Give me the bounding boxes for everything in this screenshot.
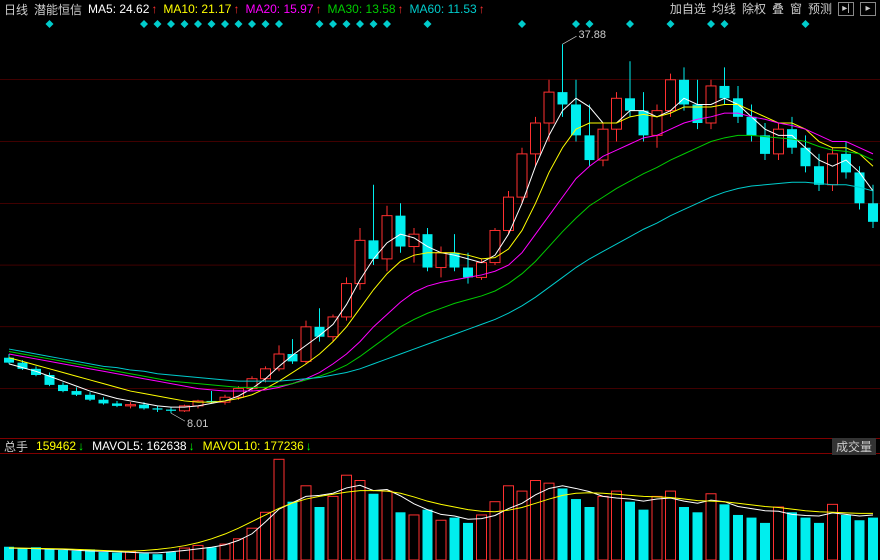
ma-label-ma10: MA10: 21.17 <box>163 2 239 16</box>
btn-window[interactable]: 窗 <box>790 0 802 17</box>
volume-title[interactable]: 成交量 <box>832 438 876 455</box>
indicator-bar: 日线 潜能恒信 MA5: 24.62 MA10: 21.17 MA20: 15.97… <box>0 0 880 18</box>
btn-add-fav[interactable]: 加自选 <box>670 0 706 17</box>
ma-label-ma30: MA30: 13.58 <box>328 2 404 16</box>
total-label: 总手 <box>4 438 28 455</box>
ma-label-ma5: MA5: 24.62 <box>88 2 157 16</box>
btn-overlay[interactable]: 叠 <box>772 0 784 17</box>
volume-indicator-bar: 总手 159462 MAVOL5: 162638MAVOL10: 177236 … <box>0 438 880 454</box>
mavol-label-mavol10: MAVOL10: 177236 <box>203 439 312 453</box>
stock-chart: 日线 潜能恒信 MA5: 24.62 MA10: 21.17 MA20: 15.97… <box>0 0 880 560</box>
btn-adj[interactable]: 除权 <box>742 0 766 17</box>
top-right-toolbar: 加自选 均线 除权 叠 窗 预测 ▸| ▸ <box>670 0 876 17</box>
btn-forecast[interactable]: 预测 <box>808 0 832 17</box>
ma-label-ma60: MA60: 11.53 <box>410 2 485 16</box>
svg-text:8.01: 8.01 <box>187 418 208 430</box>
period-label: 日线 <box>4 1 28 18</box>
stock-name: 潜能恒信 <box>34 1 82 18</box>
svg-text:37.88: 37.88 <box>579 29 607 41</box>
ma-label-ma20: MA20: 15.97 <box>245 2 321 16</box>
price-chart-svg[interactable]: 37.88 8.01 <box>0 0 880 438</box>
volume-chart-svg[interactable] <box>0 454 880 560</box>
btn-ma[interactable]: 均线 <box>712 0 736 17</box>
nav-end-icon[interactable]: ▸| <box>838 2 854 16</box>
nav-next-icon[interactable]: ▸ <box>860 2 876 16</box>
mavol-label-mavol5: MAVOL5: 162638 <box>92 439 195 453</box>
total-value: 159462 <box>36 439 84 453</box>
